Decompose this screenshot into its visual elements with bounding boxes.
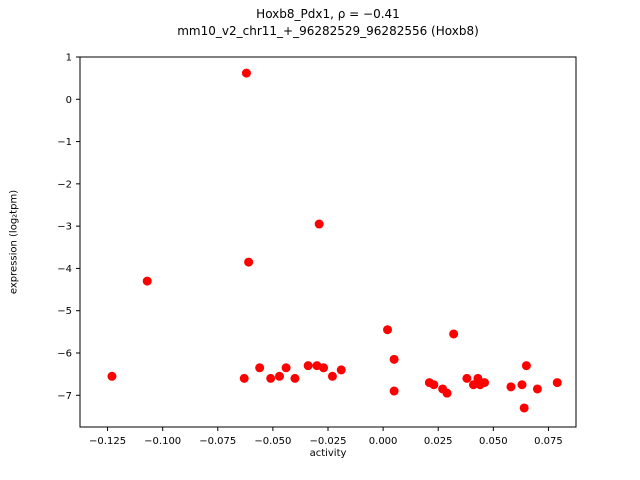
x-tick-label: −0.125 [89, 436, 126, 447]
data-point [290, 373, 300, 383]
data-point [319, 363, 329, 373]
y-tick-label: −2 [57, 179, 72, 190]
data-point [519, 403, 529, 413]
y-tick-label: 1 [66, 53, 72, 64]
data-point [107, 371, 117, 381]
y-tick-label: −7 [57, 391, 72, 402]
y-tick-label: −5 [57, 306, 72, 317]
data-point [389, 386, 399, 396]
data-point [303, 361, 313, 371]
data-point [275, 371, 285, 381]
x-tick-label: −0.025 [309, 436, 346, 447]
data-point [327, 371, 337, 381]
x-axis-label: activity [309, 448, 347, 459]
x-tick-label: 0.050 [479, 436, 508, 447]
data-point [449, 329, 459, 339]
data-point [389, 354, 399, 364]
x-tick-label: 0.000 [369, 436, 398, 447]
x-tick-label: −0.100 [144, 436, 181, 447]
data-point [442, 388, 452, 398]
data-point [429, 380, 439, 390]
data-point [266, 373, 276, 383]
data-point [506, 382, 516, 392]
data-point [552, 378, 562, 388]
y-tick-label: −6 [57, 349, 72, 360]
data-point [517, 380, 527, 390]
data-point [532, 384, 542, 394]
chart-title-block: Hoxb8_Pdx1, ρ = −0.41 mm10_v2_chr11_+_96… [80, 6, 576, 40]
y-tick-label: −4 [57, 264, 72, 275]
data-point [244, 257, 254, 267]
x-tick-label: 0.025 [424, 436, 453, 447]
axes-box [79, 56, 577, 428]
y-tick-label: −3 [57, 222, 72, 233]
data-point [336, 365, 346, 375]
data-point [383, 325, 393, 335]
chart-subtitle: mm10_v2_chr11_+_96282529_96282556 (Hoxb8… [177, 24, 479, 38]
data-point [239, 373, 249, 383]
data-point [480, 378, 490, 388]
data-point [468, 380, 478, 390]
x-tick-label: −0.075 [199, 436, 236, 447]
y-tick-label: 0 [66, 95, 72, 106]
data-point [314, 219, 324, 229]
data-point [241, 68, 251, 78]
data-point [142, 276, 152, 286]
data-point [462, 373, 472, 383]
y-tick-label: −1 [57, 137, 72, 148]
data-point [281, 363, 291, 373]
chart-title: Hoxb8_Pdx1, ρ = −0.41 [256, 7, 400, 21]
x-tick-label: 0.075 [534, 436, 563, 447]
x-tick-label: −0.050 [254, 436, 291, 447]
data-point [521, 361, 531, 371]
data-point [255, 363, 265, 373]
